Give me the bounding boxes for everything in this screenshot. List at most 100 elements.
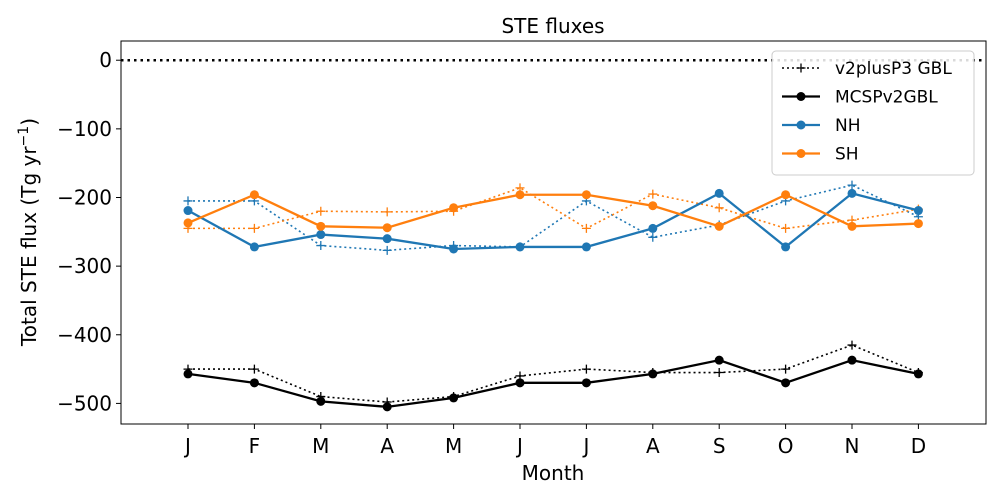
data-point-mcspv2gbl (249, 378, 259, 388)
series-nh (183, 188, 923, 254)
data-point-1f77b4-dotted (183, 196, 193, 206)
series-line-sh (187, 193, 919, 229)
legend-marker-v2plusp3-gbl (796, 63, 806, 73)
y-tick-label: 0 (99, 48, 112, 72)
data-point-mcspv2gbl (316, 396, 326, 406)
x-tick-label: J (183, 434, 191, 458)
data-point-nh (581, 242, 591, 252)
y-axis-label-text: Total STE flux (Tg yr (17, 146, 41, 347)
series-line-nh (187, 192, 919, 251)
data-point-mcspv2gbl (714, 355, 724, 365)
data-point-nh (249, 242, 259, 252)
x-tick-label: J (515, 434, 523, 458)
data-point-sh (581, 190, 591, 200)
x-tick-label: S (713, 434, 726, 458)
data-point-ff7f0e-dotted (382, 207, 392, 217)
legend: v2plusP3 GBL MCSPv2GBL NH SH (771, 50, 975, 176)
x-tick-label: J (581, 434, 589, 458)
data-point-sh (249, 190, 259, 200)
x-tick-label: M (312, 434, 329, 458)
data-point-sh (183, 218, 193, 228)
data-point-nh (382, 234, 392, 244)
series-sh (183, 190, 923, 233)
plot-frame (120, 40, 987, 425)
data-point-sh (382, 223, 392, 233)
data-point-mcspv2gbl (449, 393, 459, 403)
x-tick-label: M (445, 434, 462, 458)
data-point-ff7f0e-dotted (714, 203, 724, 213)
plot-area (121, 58, 986, 412)
x-tick-label: F (249, 434, 261, 458)
y-axis: 0 −100 −200 −300 −400 −500 (57, 48, 121, 415)
data-point-mcspv2gbl (648, 369, 658, 379)
legend-label-mcspv2gbl: MCSPv2GBL (835, 88, 938, 108)
y-tick-label: −500 (57, 391, 112, 415)
y-tick-label: −400 (57, 323, 112, 347)
data-point-ff7f0e-dotted (581, 223, 591, 233)
data-point-sh (648, 201, 658, 211)
y-axis-label: Total STE flux (Tg yr−1) (16, 118, 41, 347)
y-tick-label: −200 (57, 185, 112, 209)
data-point-mcspv2gbl (847, 355, 857, 365)
legend-label-v2plusp3-gbl: v2plusP3 GBL (835, 59, 952, 79)
legend-marker-sh (796, 149, 806, 158)
data-point-ff7f0e-dotted (781, 223, 791, 233)
data-point-mcspv2gbl (913, 369, 923, 379)
legend-label-nh: NH (835, 116, 861, 136)
data-point-nh (847, 188, 857, 198)
y-axis-label-exponent: −1 (16, 126, 32, 147)
data-point-1f77b4-dotted (382, 245, 392, 255)
legend-marker-mcspv2gbl (796, 92, 806, 101)
y-axis-label-close: ) (17, 118, 41, 126)
data-point-nh (781, 242, 791, 252)
series-line-1f77b4-dotted (188, 184, 919, 252)
data-point-sh (515, 190, 525, 200)
data-point-nh (714, 188, 724, 198)
data-point-v2plusp3-gbl (714, 368, 724, 378)
chart-title: STE fluxes (501, 14, 604, 38)
data-point-sh (449, 203, 459, 213)
series-mcspv2gbl (183, 355, 923, 412)
data-point-ff7f0e-dotted (249, 223, 259, 233)
data-point-v2plusp3-gbl (781, 364, 791, 374)
data-point-sh (847, 221, 857, 231)
data-point-ff7f0e-dotted (648, 189, 658, 199)
data-point-mcspv2gbl (781, 378, 791, 388)
legend-marker-nh (796, 120, 806, 130)
series-1f77b4-dotted (183, 180, 923, 255)
series-line-v2plusp3-gbl (188, 344, 919, 403)
data-point-sh (316, 221, 326, 231)
x-tick-label: A (380, 434, 394, 458)
data-point-mcspv2gbl (183, 369, 193, 379)
data-point-nh (648, 223, 658, 233)
legend-label-sh: SH (835, 145, 859, 165)
data-point-nh (183, 206, 193, 216)
data-point-sh (913, 219, 923, 229)
x-tick-label: N (845, 434, 860, 458)
legend-box (771, 50, 975, 176)
data-point-v2plusp3-gbl (847, 340, 857, 350)
data-point-mcspv2gbl (382, 402, 392, 412)
y-tick-label: −300 (57, 254, 112, 278)
series-line-mcspv2gbl (187, 358, 919, 408)
data-point-v2plusp3-gbl (249, 364, 259, 374)
x-tick-label: D (911, 434, 926, 458)
data-point-nh (515, 242, 525, 252)
data-point-sh (714, 221, 724, 231)
data-point-1f77b4-dotted (316, 241, 326, 251)
data-point-nh (449, 244, 459, 254)
data-point-1f77b4-dotted (648, 232, 658, 242)
data-point-mcspv2gbl (515, 378, 525, 388)
y-tick-label: −100 (57, 117, 112, 141)
data-point-mcspv2gbl (581, 378, 591, 388)
data-point-v2plusp3-gbl (581, 364, 591, 374)
x-axis-label: Month (522, 461, 585, 485)
data-point-nh (316, 230, 326, 240)
data-point-sh (781, 190, 791, 200)
data-point-nh (913, 206, 923, 216)
x-tick-label: O (778, 434, 794, 458)
data-point-1f77b4-dotted (847, 180, 857, 190)
x-tick-label: A (646, 434, 660, 458)
